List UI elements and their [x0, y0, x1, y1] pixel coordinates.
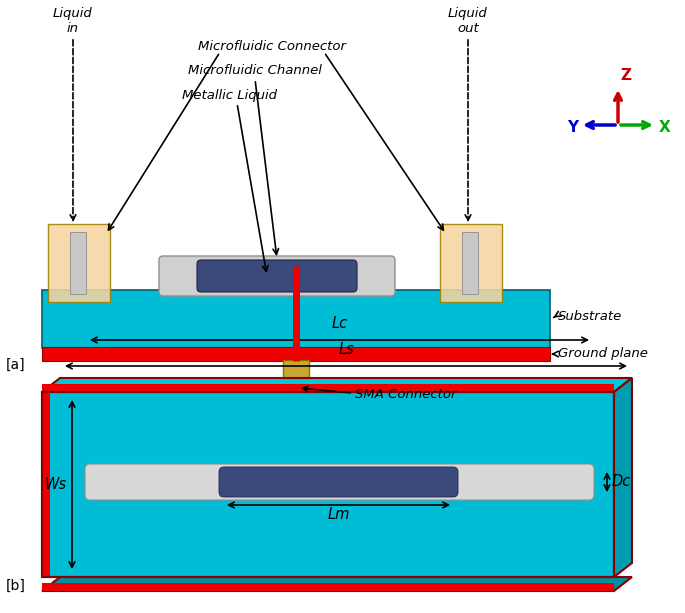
FancyBboxPatch shape [159, 256, 395, 296]
FancyBboxPatch shape [219, 467, 458, 497]
FancyBboxPatch shape [197, 260, 357, 292]
Text: Microfluidic Channel: Microfluidic Channel [188, 64, 322, 77]
Polygon shape [42, 378, 632, 392]
Text: [a]: [a] [6, 358, 25, 372]
Polygon shape [42, 392, 614, 577]
FancyBboxPatch shape [440, 224, 502, 302]
Text: Microfluidic Connector: Microfluidic Connector [198, 39, 346, 53]
Polygon shape [614, 378, 632, 577]
Bar [70, 232, 86, 294]
Bar [42, 392, 50, 577]
Text: Z: Z [620, 68, 631, 83]
Text: Dc: Dc [612, 474, 632, 490]
FancyBboxPatch shape [85, 464, 594, 500]
Text: X: X [659, 120, 671, 135]
Polygon shape [42, 384, 614, 392]
Text: Metallic Liquid: Metallic Liquid [182, 89, 277, 102]
Bar [42, 290, 550, 348]
Bar [462, 232, 478, 294]
Text: Y: Y [567, 120, 578, 135]
Text: Ground plane: Ground plane [558, 348, 648, 360]
Text: Substrate: Substrate [558, 310, 622, 322]
Text: Liquid
out: Liquid out [448, 7, 488, 35]
Bar [283, 360, 309, 415]
Text: SMA Connector: SMA Connector [355, 389, 456, 402]
Text: Ws: Ws [45, 477, 67, 492]
Polygon shape [42, 577, 632, 591]
Text: Lc: Lc [332, 316, 347, 331]
Bar [42, 583, 614, 591]
FancyBboxPatch shape [48, 224, 110, 302]
Bar [42, 392, 614, 577]
Text: Ls: Ls [338, 342, 354, 357]
Bar [42, 347, 550, 361]
Text: [b]: [b] [6, 579, 26, 593]
Text: Lm: Lm [327, 507, 349, 522]
Text: Liquid
in: Liquid in [53, 7, 93, 35]
